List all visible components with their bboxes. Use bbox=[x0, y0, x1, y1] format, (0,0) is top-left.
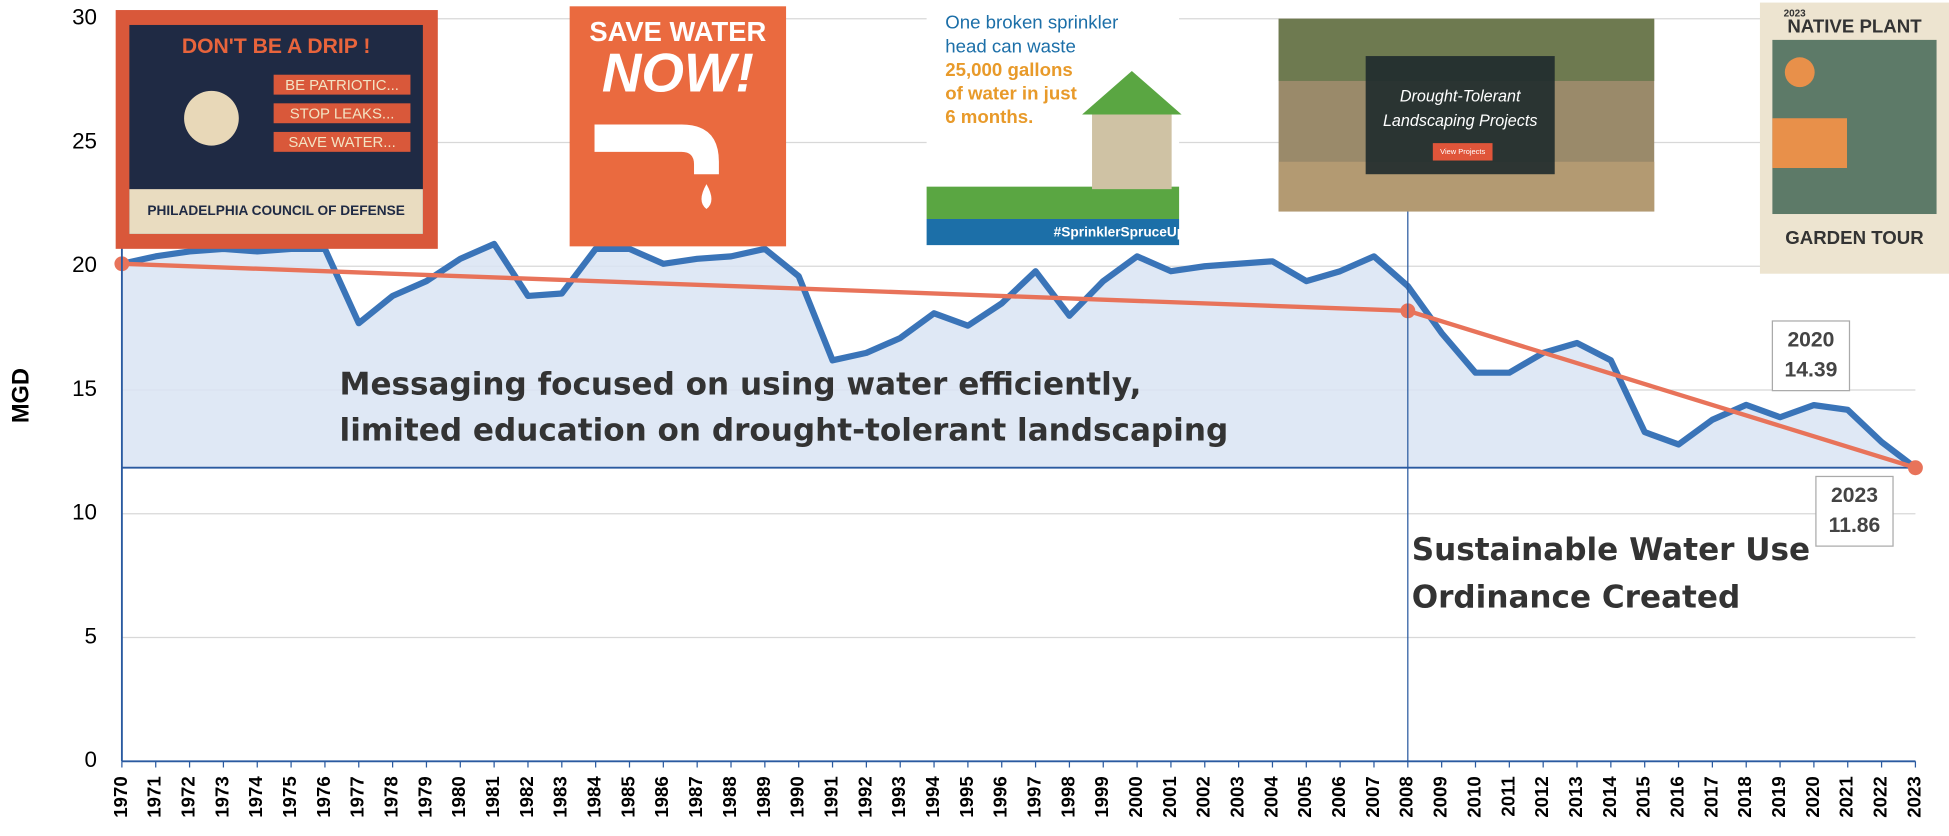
callout-value: 14.39 bbox=[1785, 358, 1838, 381]
x-tick-label: 1977 bbox=[347, 776, 368, 817]
x-tick-label: 1994 bbox=[922, 776, 943, 818]
poster-text: 25,000 gallons bbox=[945, 59, 1072, 80]
poster: One broken sprinkler head can waste 25,0… bbox=[927, 6, 1186, 245]
x-tick-label: 2017 bbox=[1700, 776, 1721, 817]
poster-text: View Projects bbox=[1440, 147, 1485, 156]
page: 0 5 10 15 20 25 30 1970 1971 1972 1973 1974 1975 1976… bbox=[0, 0, 1949, 836]
annotation: limited education on drought-tolerant la… bbox=[340, 413, 1229, 449]
annotation: Sustainable Water Use bbox=[1412, 532, 1810, 568]
x-tick-label: 2022 bbox=[1869, 776, 1890, 817]
x-tick-label: 2009 bbox=[1430, 776, 1451, 817]
x-tick-label: 2014 bbox=[1599, 776, 1620, 818]
callout-year: 2023 bbox=[1831, 484, 1878, 507]
annotation: Messaging focused on using water efficie… bbox=[340, 367, 1142, 403]
x-tick-label: 1973 bbox=[211, 776, 232, 817]
x-tick-label: 2015 bbox=[1633, 776, 1654, 817]
x-tick-label: 1978 bbox=[381, 776, 402, 817]
x-tick-label: 1997 bbox=[1023, 776, 1044, 817]
callout-value: 11.86 bbox=[1829, 514, 1881, 537]
poster-text: SAVE WATER... bbox=[288, 134, 395, 151]
x-tick-label: 2020 bbox=[1802, 776, 1823, 817]
x-tick-label: 2021 bbox=[1836, 776, 1857, 817]
y-tick-label: 0 bbox=[85, 747, 97, 772]
x-tick-label: 1974 bbox=[245, 776, 266, 818]
annotation: Ordinance Created bbox=[1412, 579, 1741, 615]
poster: Drought-Tolerant Landscaping Projects Vi… bbox=[1279, 19, 1655, 212]
y-axis-label: MGD bbox=[9, 368, 35, 423]
callout-year: 2020 bbox=[1787, 328, 1834, 351]
y-tick-label: 10 bbox=[72, 500, 97, 525]
x-tick-label: 1998 bbox=[1057, 776, 1078, 817]
poster-text: 6 months. bbox=[945, 106, 1033, 127]
x-tick-label: 1991 bbox=[820, 776, 841, 817]
x-tick-label: 1987 bbox=[685, 776, 706, 817]
x-tick-label: 1980 bbox=[448, 776, 469, 817]
poster-text: GARDEN TOUR bbox=[1785, 227, 1924, 248]
x-tick-label: 1976 bbox=[313, 776, 334, 817]
poster: 2023 NATIVE PLANT GARDEN TOUR bbox=[1760, 3, 1949, 274]
poster-text: NOW! bbox=[602, 42, 754, 104]
poster-text: Landscaping Projects bbox=[1383, 112, 1537, 130]
chart: 0 5 10 15 20 25 30 1970 1971 1972 1973 1974 1975 1976… bbox=[0, 0, 1949, 836]
x-tick-label: 1981 bbox=[482, 776, 503, 817]
y-tick-label: 30 bbox=[72, 5, 97, 30]
poster: DON'T BE A DRIP ! BE PATRIOTIC... STOP L… bbox=[116, 10, 438, 249]
x-tick-label: 2004 bbox=[1260, 776, 1281, 818]
trend-marker bbox=[1908, 460, 1923, 475]
x-tick-label: 1970 bbox=[110, 776, 131, 817]
x-tick-label: 1975 bbox=[279, 776, 300, 817]
x-tick-label: 2006 bbox=[1328, 776, 1349, 817]
poster-text: STOP LEAKS... bbox=[290, 105, 395, 122]
x-tick-label: 2023 bbox=[1903, 776, 1924, 817]
x-tick-label: 1985 bbox=[617, 776, 638, 817]
x-tick-label: 1983 bbox=[550, 776, 571, 817]
y-tick-label: 20 bbox=[72, 252, 97, 277]
poster-text: PHILADELPHIA COUNCIL OF DEFENSE bbox=[147, 203, 405, 218]
x-tick-label: 1986 bbox=[651, 776, 672, 817]
poster-text: One broken sprinkler bbox=[945, 12, 1118, 33]
poster-text: of water in just bbox=[945, 83, 1077, 104]
x-tick-label: 2002 bbox=[1193, 776, 1214, 817]
x-tick-label: 1996 bbox=[990, 776, 1011, 817]
x-tick-label: 2011 bbox=[1497, 776, 1518, 816]
x-tick-label: 2000 bbox=[1125, 776, 1146, 817]
x-tick-label: 1979 bbox=[414, 776, 435, 817]
x-tick-label: 2003 bbox=[1227, 776, 1248, 817]
x-tick-label: 2018 bbox=[1734, 776, 1755, 817]
poster-text: #SprinklerSpruceUp bbox=[1054, 224, 1185, 239]
x-tick-label: 2012 bbox=[1531, 776, 1552, 817]
x-tick-label: 1982 bbox=[516, 776, 537, 817]
x-tick-label: 1992 bbox=[854, 776, 875, 817]
x-tick-label: 2013 bbox=[1565, 776, 1586, 817]
y-tick-label: 5 bbox=[85, 623, 97, 648]
x-tick-label: 1990 bbox=[787, 776, 808, 817]
x-tick-label: 1999 bbox=[1091, 776, 1112, 817]
x-tick-label: 2008 bbox=[1396, 776, 1417, 817]
x-tick-label: 1972 bbox=[177, 776, 198, 817]
x-tick-label: 2019 bbox=[1768, 776, 1789, 817]
x-tick-label: 2007 bbox=[1362, 776, 1383, 817]
poster-text: NATIVE PLANT bbox=[1787, 15, 1922, 36]
poster-text: Drought-Tolerant bbox=[1400, 87, 1522, 105]
x-tick-label: 1988 bbox=[719, 776, 740, 817]
x-tick-label: 1993 bbox=[888, 776, 909, 817]
x-tick-label: 1989 bbox=[753, 776, 774, 817]
x-tick-label: 2001 bbox=[1159, 776, 1180, 817]
poster-text: DON'T BE A DRIP ! bbox=[182, 35, 371, 58]
poster-text: BE PATRIOTIC... bbox=[285, 77, 399, 94]
x-tick-label: 1984 bbox=[584, 776, 605, 818]
poster: SAVE WATER NOW! bbox=[570, 6, 786, 246]
y-tick-label: 25 bbox=[72, 128, 97, 153]
x-tick-label: 2005 bbox=[1294, 776, 1315, 817]
y-tick-label: 15 bbox=[72, 376, 97, 401]
x-tick-label: 1971 bbox=[144, 776, 165, 817]
poster-text: head can waste bbox=[945, 35, 1076, 56]
x-tick-label: 2016 bbox=[1666, 776, 1687, 817]
x-tick-label: 1995 bbox=[956, 776, 977, 817]
x-tick-label: 2010 bbox=[1463, 776, 1484, 817]
